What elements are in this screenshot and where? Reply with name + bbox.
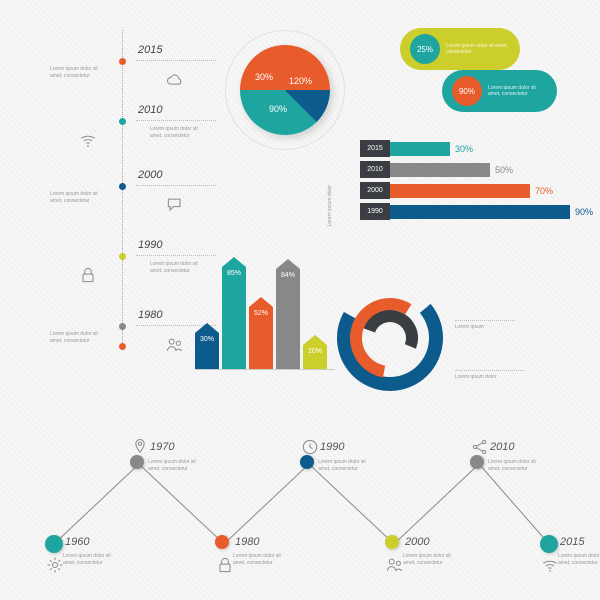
blob-text: Lorem ipsum dolor sit amet, consectetur xyxy=(488,85,547,98)
hbar-percent: 50% xyxy=(495,165,513,175)
share-icon xyxy=(470,437,484,451)
wifi-icon xyxy=(540,555,554,569)
vbar: 84% xyxy=(276,249,300,369)
zigzag-dot xyxy=(215,535,229,549)
timeline-year: 1990 xyxy=(138,239,162,251)
chat-icon xyxy=(165,195,187,217)
zigzag-text: Lorem ipsum dolor sit amet, consectetur xyxy=(148,459,200,472)
timeline-text: Lorem ipsum dolor sit amet, consectetur xyxy=(150,126,210,139)
vbar: 85% xyxy=(222,249,246,369)
pie-chart: 120% 30% 90% xyxy=(225,30,345,150)
zigzag-timeline: 1960 Lorem ipsum dolor sit amet, consect… xyxy=(45,440,555,570)
timeline-dot xyxy=(119,253,126,260)
timeline-dot xyxy=(119,183,126,190)
zigzag-year: 2010 xyxy=(490,441,514,453)
zigzag-year: 1980 xyxy=(235,536,259,548)
hbar-year: 1990 xyxy=(360,203,390,220)
timeline-year: 2010 xyxy=(138,104,162,116)
timeline-year: 2015 xyxy=(138,44,162,56)
zigzag-year: 1960 xyxy=(65,536,89,548)
blob-text: Lorem ipsum dolor sit amet, consectetur xyxy=(446,43,510,56)
zigzag-text: Lorem ipsum dolor sit amet, consectetur xyxy=(233,553,285,566)
timeline-divider xyxy=(136,60,216,61)
timeline-dot xyxy=(119,118,126,125)
zigzag-text: Lorem ipsum dolor sit amet, consectetur xyxy=(488,459,540,472)
zigzag-year: 2015 xyxy=(560,536,584,548)
zigzag-year: 1970 xyxy=(150,441,174,453)
hbar-row: 2010 50% xyxy=(360,161,513,178)
blob-percent: 90% xyxy=(452,76,482,106)
hbar-bar xyxy=(390,142,450,156)
hbar-percent: 90% xyxy=(575,207,593,217)
vbar: 30% xyxy=(195,249,219,369)
hbar-bar xyxy=(390,205,570,219)
people-icon xyxy=(165,335,187,357)
timeline-divider xyxy=(136,185,216,186)
zigzag-dot xyxy=(300,455,314,469)
wifi-icon xyxy=(78,130,100,152)
timeline-text: Lorem ipsum dolor sit amet, consectetur xyxy=(50,191,110,204)
timeline-dot xyxy=(119,323,126,330)
gear-icon xyxy=(45,555,59,569)
stat-blob: 90% Lorem ipsum dolor sit amet, consecte… xyxy=(442,70,557,112)
timeline-dot xyxy=(119,58,126,65)
pie-label-3: 90% xyxy=(269,104,287,114)
vertical-bar-chart: 30% 85% 52% 84% 20% xyxy=(195,250,335,370)
hbar-bar xyxy=(390,184,530,198)
zigzag-text: Lorem ipsum dolor sit amet, consectetur xyxy=(403,553,455,566)
blob-percent: 25% xyxy=(410,34,440,64)
hbar-year: 2015 xyxy=(360,140,390,157)
zigzag-dot xyxy=(540,535,558,553)
timeline-text: Lorem ipsum dolor sit amet, consectetur xyxy=(50,331,110,344)
donut-label-1: Lorem ipsum dolor xyxy=(327,185,334,285)
timeline-divider xyxy=(136,120,216,121)
pie-label-1: 120% xyxy=(289,76,312,86)
hbar-percent: 70% xyxy=(535,186,553,196)
donut-chart xyxy=(335,283,445,393)
hbar-year: 2010 xyxy=(360,161,390,178)
donut-label-3: Lorem ipsum dolor xyxy=(455,370,525,381)
zigzag-dot xyxy=(385,535,399,549)
vbar-percent: 84% xyxy=(276,269,300,282)
lock-icon xyxy=(78,265,100,287)
lock-icon xyxy=(215,555,229,569)
vbar-percent: 52% xyxy=(249,307,273,320)
zigzag-dot xyxy=(130,455,144,469)
pie-label-2: 30% xyxy=(255,72,273,82)
clock-icon xyxy=(300,437,314,451)
vbar-percent: 20% xyxy=(303,345,327,358)
hbar-percent: 30% xyxy=(455,144,473,154)
vbar: 52% xyxy=(249,249,273,369)
zigzag-text: Lorem ipsum dolor sit amet, consectetur xyxy=(558,553,600,566)
timeline-end-dot xyxy=(119,343,126,350)
hbar-bar xyxy=(390,163,490,177)
hbar-row: 2015 30% xyxy=(360,140,473,157)
hbar-row: 2000 70% xyxy=(360,182,553,199)
timeline-year: 1980 xyxy=(138,309,162,321)
hbar-row: 1990 90% xyxy=(360,203,593,220)
zigzag-dot xyxy=(470,455,484,469)
vbar-percent: 30% xyxy=(195,333,219,346)
zigzag-year: 2000 xyxy=(405,536,429,548)
zigzag-dot xyxy=(45,535,63,553)
stat-blob: 25% Lorem ipsum dolor sit amet, consecte… xyxy=(400,28,520,70)
timeline-text: Lorem ipsum dolor sit amet, consectetur xyxy=(50,66,110,79)
zigzag-text: Lorem ipsum dolor sit amet, consectetur xyxy=(318,459,370,472)
people-icon xyxy=(385,555,399,569)
donut-label-2: Lorem ipsum xyxy=(455,320,515,331)
vbar-percent: 85% xyxy=(222,267,246,280)
zigzag-year: 1990 xyxy=(320,441,344,453)
vbar: 20% xyxy=(303,249,327,369)
hbar-year: 2000 xyxy=(360,182,390,199)
pin-icon xyxy=(130,437,144,451)
timeline-year: 2000 xyxy=(138,169,162,181)
cloud-icon xyxy=(165,70,187,92)
zigzag-text: Lorem ipsum dolor sit amet, consectetur xyxy=(63,553,115,566)
